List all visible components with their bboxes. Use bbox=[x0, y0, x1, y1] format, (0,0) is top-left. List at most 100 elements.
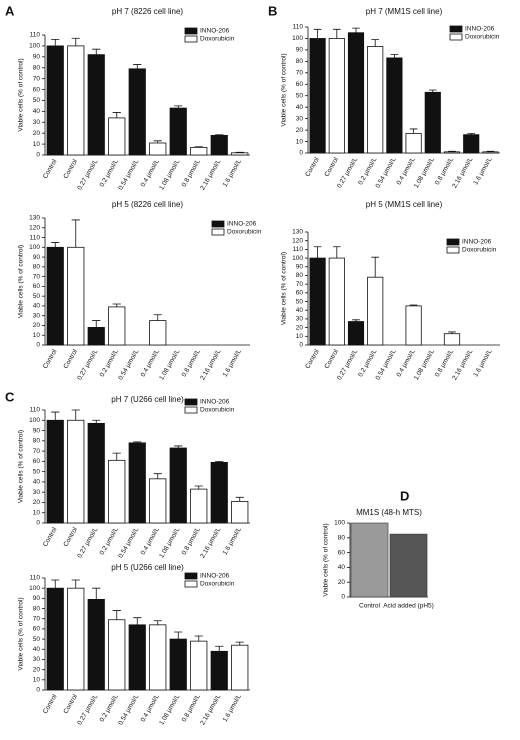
error-bar bbox=[332, 246, 341, 259]
x-tick-label: 1.08 µmol/L bbox=[158, 158, 181, 191]
y-tick-label: 90 bbox=[33, 254, 41, 261]
y-tick-label: 130 bbox=[29, 215, 40, 222]
y-tick-label: 50 bbox=[296, 92, 304, 99]
bar bbox=[367, 46, 384, 154]
x-tick-label: Control bbox=[323, 348, 340, 370]
y-tick-label: 90 bbox=[33, 595, 41, 602]
bar bbox=[482, 151, 499, 154]
x-tick-label: 0.8 µmol/L bbox=[434, 156, 455, 186]
y-tick-label: 100 bbox=[29, 585, 40, 592]
x-tick-label: 0.27 µmol/L bbox=[336, 348, 359, 381]
bar bbox=[46, 246, 64, 346]
bar bbox=[149, 142, 167, 156]
y-tick-label: 70 bbox=[33, 615, 41, 622]
error-bar bbox=[51, 38, 60, 46]
error-bar bbox=[112, 452, 121, 461]
bar bbox=[128, 442, 146, 524]
x-tick-label: 2.16 µmol/L bbox=[199, 693, 222, 726]
bar bbox=[190, 488, 208, 524]
legend-swatch bbox=[211, 228, 225, 236]
x-tick-label: 2.16 µmol/L bbox=[199, 158, 222, 191]
bar bbox=[424, 91, 441, 154]
y-tick-label: 70 bbox=[33, 448, 41, 455]
bar bbox=[87, 422, 105, 524]
chart-title: pH 7 (U266 cell line) bbox=[111, 395, 184, 404]
y-tick-label: 90 bbox=[33, 54, 41, 61]
x-tick-label: Control bbox=[62, 526, 79, 548]
bar bbox=[87, 54, 105, 156]
y-tick-label: 110 bbox=[30, 32, 41, 39]
y-tick-label: 60 bbox=[33, 86, 41, 93]
bar bbox=[443, 333, 461, 346]
x-tick-label: 0.27 µmol/L bbox=[336, 156, 359, 189]
y-axis-label: Viable cells (% of control) bbox=[281, 53, 288, 126]
bar bbox=[210, 461, 228, 524]
y-tick-label: 0 bbox=[341, 594, 345, 601]
error-bar bbox=[153, 620, 162, 625]
x-tick-label: Control bbox=[323, 156, 340, 178]
y-tick-label: 120 bbox=[29, 224, 40, 231]
y-tick-label: 20 bbox=[296, 324, 304, 331]
y-tick-label: 110 bbox=[30, 407, 41, 414]
y-tick-label: 10 bbox=[296, 333, 304, 340]
x-tick-label: 0.27 µmol/L bbox=[76, 693, 99, 726]
y-tick-label: 70 bbox=[296, 70, 304, 77]
error-bar bbox=[112, 303, 121, 307]
chart-title: pH 5 (U266 cell line) bbox=[111, 563, 184, 572]
y-tick-label: 10 bbox=[33, 509, 41, 516]
x-tick-label: Control bbox=[62, 158, 79, 180]
y-tick-label: 50 bbox=[33, 97, 41, 104]
y-tick-label: 60 bbox=[33, 458, 41, 465]
y-tick-label: 40 bbox=[296, 104, 304, 111]
x-tick-label: 1.6 µmol/L bbox=[222, 693, 243, 723]
y-axis-label: Viable cells (% of control) bbox=[18, 597, 25, 670]
y-tick-label: 60 bbox=[338, 549, 346, 556]
bar bbox=[149, 624, 167, 691]
y-tick-label: 10 bbox=[296, 138, 304, 145]
bar bbox=[443, 151, 461, 154]
error-bar bbox=[71, 37, 80, 46]
error-bar bbox=[112, 610, 121, 620]
bar bbox=[190, 146, 208, 156]
x-tick-label: 1.08 µmol/L bbox=[158, 348, 181, 381]
bar bbox=[149, 478, 167, 524]
x-tick-label: 0.2 µmol/L bbox=[357, 156, 378, 186]
panel-label: C bbox=[5, 389, 15, 404]
bar bbox=[405, 133, 422, 154]
y-tick-label: 0 bbox=[36, 687, 40, 694]
y-tick-label: 40 bbox=[296, 307, 304, 314]
x-tick-label: 0.27 µmol/L bbox=[76, 158, 99, 191]
y-tick-label: 100 bbox=[29, 43, 40, 50]
x-tick-label: Control bbox=[304, 348, 321, 370]
x-tick-label: 0.4 µmol/L bbox=[140, 693, 161, 723]
y-tick-label: 50 bbox=[33, 636, 41, 643]
bar bbox=[231, 501, 249, 524]
error-bar bbox=[92, 419, 101, 424]
legend-label: INNO-206 bbox=[200, 399, 230, 406]
bar bbox=[46, 419, 64, 524]
error-bar bbox=[153, 473, 162, 479]
error-bar bbox=[92, 320, 101, 328]
bar bbox=[108, 619, 126, 691]
y-tick-label: 30 bbox=[33, 656, 41, 663]
bar bbox=[347, 32, 365, 154]
y-tick-label: 60 bbox=[296, 290, 304, 297]
y-tick-label: 60 bbox=[296, 81, 304, 88]
x-tick-label: 0.54 µmol/L bbox=[117, 348, 140, 381]
x-tick-label: 1.6 µmol/L bbox=[222, 526, 243, 556]
y-tick-label: 0 bbox=[36, 520, 40, 527]
y-tick-label: 10 bbox=[33, 141, 41, 148]
error-bar bbox=[215, 460, 224, 463]
error-bar bbox=[313, 28, 322, 39]
error-bar bbox=[174, 445, 183, 449]
panel-label: B bbox=[268, 3, 277, 18]
legend-label: Doxorubicin bbox=[200, 36, 235, 43]
y-tick-label: 100 bbox=[292, 35, 303, 42]
error-bar bbox=[174, 105, 183, 109]
bar bbox=[108, 117, 126, 156]
error-bar bbox=[409, 304, 418, 306]
chart-title: pH 5 (8226 cell line) bbox=[112, 200, 183, 209]
error-bar bbox=[194, 485, 203, 490]
y-tick-label: 100 bbox=[29, 244, 40, 251]
x-tick-label: 0.54 µmol/L bbox=[117, 526, 140, 559]
